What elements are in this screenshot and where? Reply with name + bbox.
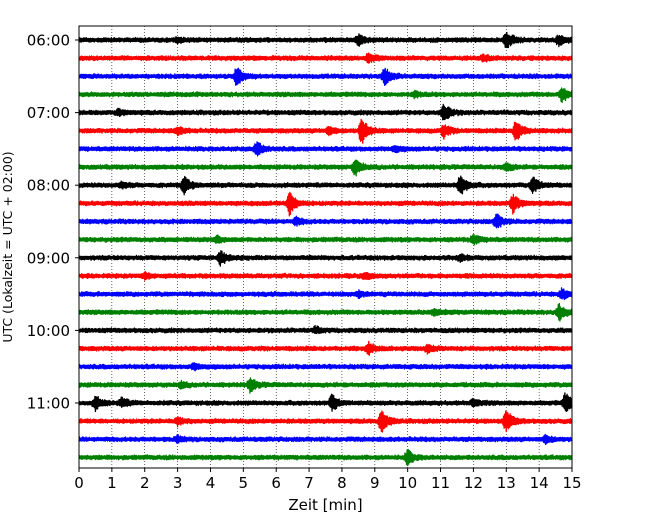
seismogram-trace [78,67,573,86]
seismogram-trace [78,118,573,144]
seismogram-trace [78,302,573,322]
x-tick-label: 10 [398,474,417,492]
seismogram-trace [78,392,573,413]
x-tick-label: 1 [107,474,117,492]
y-tick-label: 10:00 [27,322,70,340]
y-tick-label: 07:00 [27,104,70,122]
seismogram-trace [78,141,573,157]
seismogram-trace [78,87,573,104]
x-tick-label: 4 [206,474,216,492]
x-tick-label: 13 [497,474,516,492]
y-tick-label: 11:00 [27,395,70,413]
x-axis-ticks: 0 1 2 3 4 5 6 7 8 9 10 11 12 13 14 15 [74,468,582,492]
y-axis-label: UTC (Lokalzeit = UTC + 02:00) [0,151,15,342]
seismogram-trace [78,250,573,267]
seismogram-trace [78,159,573,177]
x-tick-label: 12 [464,474,483,492]
seismogram-trace [78,233,573,246]
x-tick-label: 14 [530,474,549,492]
x-axis-label: Zeit [min] [288,496,362,514]
seismogram-trace [78,191,573,217]
x-tick-label: 5 [239,474,249,492]
trace-layer [78,31,573,467]
y-tick-label: 09:00 [27,249,70,267]
x-tick-label: 9 [370,474,380,492]
seismogram-trace [78,410,573,433]
seismogram-trace [78,175,573,196]
x-tick-label: 3 [173,474,183,492]
y-tick-label: 06:00 [27,32,70,50]
seismogram-trace [78,52,573,64]
seismogram-trace [78,433,573,446]
seismogram-trace [78,448,573,467]
y-axis-ticks: 06:00 07:00 08:00 09:00 10:00 11:00 [27,32,79,413]
seismogram-trace [78,340,573,356]
seismogram-trace [78,31,573,49]
x-tick-label: 0 [74,474,84,492]
seismogram-trace [78,287,573,301]
x-tick-label: 7 [304,474,314,492]
seismogram-trace [78,377,573,394]
x-tick-label: 11 [431,474,450,492]
x-tick-label: 8 [337,474,347,492]
x-tick-label: 2 [140,474,150,492]
x-tick-label: 15 [562,474,581,492]
seismogram-trace [78,362,573,372]
plot-frame [78,25,573,469]
seismogram-trace [78,270,573,281]
x-tick-label: 6 [271,474,281,492]
seismogram-trace [78,324,573,335]
seismogram-trace [78,103,573,121]
seismogram-trace [78,213,573,229]
y-tick-label: 08:00 [27,177,70,195]
